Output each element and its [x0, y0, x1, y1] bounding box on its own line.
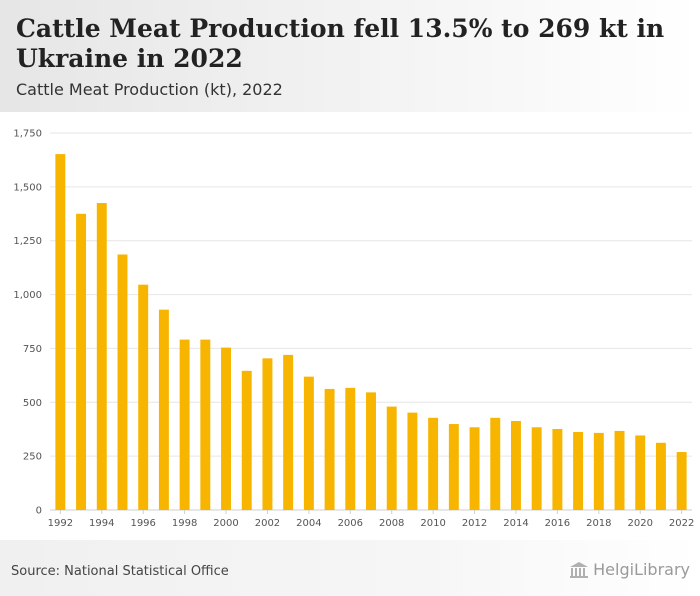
- bar-2019[interactable]: [614, 430, 625, 510]
- bar-2021[interactable]: [655, 442, 666, 510]
- source-note: Source: National Statistical Office: [11, 564, 229, 579]
- brand-logo[interactable]: HelgiLibrary: [569, 560, 690, 579]
- x-tick-label: 2006: [338, 518, 363, 529]
- bar-1993[interactable]: [76, 213, 87, 510]
- x-tick-label: 2002: [255, 518, 280, 529]
- bar-2014[interactable]: [510, 421, 521, 510]
- bar-1997[interactable]: [158, 309, 169, 510]
- bar-1995[interactable]: [117, 254, 128, 510]
- bar-2007[interactable]: [366, 392, 376, 510]
- bar-2013[interactable]: [490, 417, 501, 510]
- x-tick-label: 1994: [89, 518, 114, 529]
- chart-footer: Source: National Statistical Office Helg…: [0, 540, 700, 596]
- x-tick-label: 1996: [130, 518, 155, 529]
- x-tick-label: 2008: [379, 518, 404, 529]
- x-tick-label: 1992: [48, 518, 73, 529]
- y-tick-label: 250: [23, 452, 42, 463]
- chart-title: Cattle Meat Production fell 13.5% to 269…: [16, 14, 665, 73]
- x-tick-label: 2012: [462, 518, 487, 529]
- x-tick-label: 2004: [296, 518, 321, 529]
- x-tick-label: 2018: [586, 518, 611, 529]
- y-tick-label: 1,000: [13, 290, 42, 301]
- x-tick-label: 2020: [627, 518, 652, 529]
- x-tick-label: 2000: [213, 518, 238, 529]
- y-tick-label: 0: [36, 506, 42, 517]
- bar-chart: 0 250 500 750 1,000 1,250 1,500 1,750 1992 1994 19…: [13, 129, 694, 530]
- x-tick-label: 2016: [545, 518, 570, 529]
- bar-2011[interactable]: [448, 424, 459, 510]
- y-tick-label: 750: [23, 344, 42, 355]
- bar-2009[interactable]: [407, 412, 418, 510]
- y-tick-label: 1,500: [13, 182, 42, 193]
- bar-1994[interactable]: [96, 203, 107, 510]
- chart-subtitle: Cattle Meat Production (kt), 2022: [16, 80, 283, 99]
- bar-2016[interactable]: [552, 428, 563, 510]
- bar-1998[interactable]: [179, 339, 190, 510]
- bar-2003[interactable]: [283, 354, 294, 510]
- x-tick-label: 1998: [172, 518, 197, 529]
- y-tick-label: 1,750: [13, 129, 42, 140]
- bar-2015[interactable]: [531, 427, 542, 510]
- bar-2000[interactable]: [221, 347, 232, 510]
- bar-2012[interactable]: [469, 427, 480, 510]
- y-tick-label: 500: [23, 398, 42, 409]
- bar-2008[interactable]: [386, 406, 397, 510]
- brand-name: HelgiLibrary: [593, 560, 690, 579]
- bar-2006[interactable]: [345, 387, 356, 510]
- bar-2002[interactable]: [262, 358, 273, 510]
- y-tick-label: 1,250: [13, 236, 42, 247]
- bar-2004[interactable]: [303, 376, 314, 510]
- bar-1996[interactable]: [138, 284, 149, 510]
- chart-header: Cattle Meat Production fell 13.5% to 269…: [0, 0, 700, 112]
- bar-2020[interactable]: [635, 435, 646, 510]
- bar-2005[interactable]: [324, 388, 335, 510]
- bar-2001[interactable]: [241, 370, 252, 510]
- bar-1999[interactable]: [200, 339, 211, 510]
- bar-2018[interactable]: [593, 432, 604, 510]
- x-tick-label: 2010: [420, 518, 445, 529]
- chart-area: 0 250 500 750 1,000 1,250 1,500 1,750 1992 1994 19…: [0, 112, 700, 540]
- library-icon: [570, 561, 589, 578]
- bar-2022[interactable]: [676, 452, 687, 510]
- x-tick-label: 2014: [503, 518, 528, 529]
- bar-2010[interactable]: [428, 417, 439, 510]
- bar-1992[interactable]: [55, 154, 66, 510]
- bar-2017[interactable]: [573, 432, 584, 510]
- x-tick-label: 2022: [669, 518, 694, 529]
